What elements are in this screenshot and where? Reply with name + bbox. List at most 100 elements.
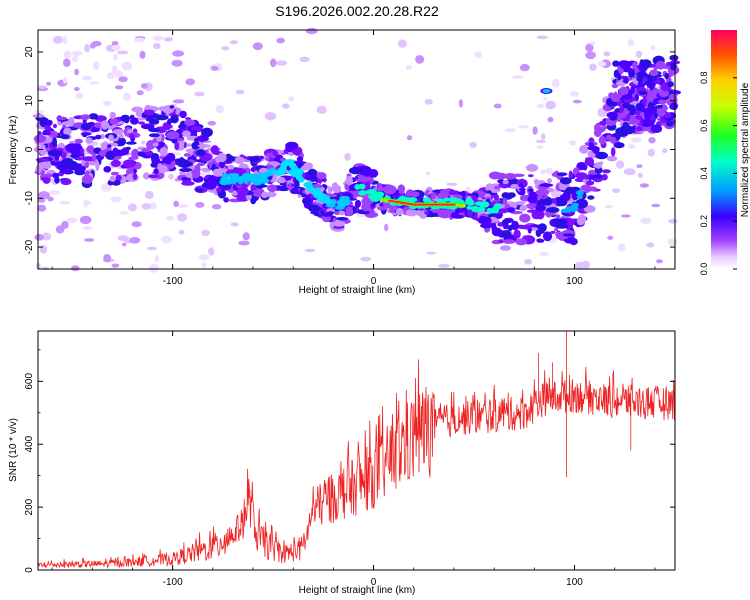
spectrogram-blob bbox=[501, 230, 512, 239]
spectrogram-blob bbox=[77, 157, 83, 161]
spectrogram-blob bbox=[515, 238, 527, 246]
spectrogram-blob bbox=[118, 133, 124, 139]
spectrogram-blob bbox=[556, 198, 568, 207]
spectrogram-blob bbox=[542, 89, 551, 93]
spectrogram-blob bbox=[480, 223, 492, 229]
spectrogram-blob bbox=[216, 187, 222, 193]
spectrogram-blob bbox=[152, 35, 164, 41]
spectrogram-blob bbox=[103, 166, 112, 173]
spectrogram-blob bbox=[655, 105, 664, 109]
spectrogram-blob bbox=[85, 137, 93, 144]
spectrogram-blob bbox=[132, 172, 138, 181]
spectrogram-blob bbox=[47, 196, 54, 202]
spectrogram-blob bbox=[357, 174, 365, 179]
spectrogram-blob bbox=[477, 216, 492, 225]
spectrogram-blob bbox=[111, 263, 120, 268]
spectrogram-blob bbox=[266, 191, 277, 198]
spectrogram-blob bbox=[303, 181, 313, 188]
spectrogram-blob bbox=[178, 124, 186, 130]
spectrogram-blob bbox=[142, 172, 151, 180]
spectrogram-blob bbox=[519, 63, 530, 72]
spectrogram-blob bbox=[131, 148, 140, 159]
spectrogram-blob bbox=[195, 187, 204, 193]
spectrogram-blob bbox=[293, 180, 300, 190]
x-tick-label: -100 bbox=[163, 577, 183, 588]
spectrogram-blob bbox=[312, 172, 317, 182]
spectrogram-blob bbox=[125, 146, 131, 151]
spectrogram-blob bbox=[461, 204, 466, 208]
spectrogram-blob bbox=[498, 239, 504, 244]
spectrogram-blob bbox=[584, 174, 590, 180]
spectrogram-blob bbox=[148, 202, 157, 210]
spectrogram-blob bbox=[196, 135, 209, 142]
spectrogram-blob bbox=[499, 208, 509, 214]
spectrogram-blob bbox=[74, 138, 83, 144]
spectrogram-blob bbox=[117, 50, 129, 55]
spectrogram-blob bbox=[33, 134, 47, 143]
spectrogram-blob bbox=[623, 168, 636, 176]
spectrogram-blob bbox=[597, 61, 607, 67]
spectrogram-blob bbox=[612, 60, 620, 67]
spectrogram-blob bbox=[213, 172, 224, 177]
spectrogram-blob bbox=[156, 164, 168, 174]
spectrogram-blob bbox=[238, 240, 250, 246]
spectrogram-blob bbox=[651, 203, 661, 208]
spectrogram-blob bbox=[458, 99, 463, 108]
spectrogram-blob bbox=[331, 182, 339, 190]
spectrogram-blob bbox=[333, 210, 341, 216]
spectrogram-blob bbox=[119, 211, 129, 215]
spectrogram-blob bbox=[211, 204, 222, 210]
spectrogram-blob bbox=[328, 202, 336, 208]
spectrogram-blob bbox=[536, 145, 544, 149]
spectrogram-blob bbox=[662, 104, 667, 112]
spectrogram-blob bbox=[63, 58, 71, 67]
spectrogram-blob bbox=[307, 203, 317, 212]
spectrogram-blob bbox=[62, 169, 74, 175]
spectrogram-blob bbox=[41, 161, 52, 169]
spectrogram-blob bbox=[539, 251, 549, 256]
spectrogram-blob bbox=[110, 196, 122, 203]
spectrogram-blob bbox=[555, 214, 561, 219]
spectrogram-blob bbox=[88, 113, 99, 120]
spectrogram-blob bbox=[620, 60, 630, 70]
spectrogram-blob bbox=[619, 105, 625, 113]
spectrogram-blob bbox=[657, 108, 664, 117]
spectrogram-blob bbox=[452, 198, 462, 204]
spectrogram-blob bbox=[666, 121, 674, 127]
spectrogram-blob bbox=[153, 168, 159, 175]
spectrogram-blob bbox=[622, 94, 633, 100]
spectrogram-blob bbox=[594, 162, 602, 169]
spectrogram-blob bbox=[91, 40, 102, 47]
spectrogram-blob bbox=[143, 109, 155, 116]
spectrogram-blob bbox=[360, 256, 372, 262]
spectrogram-blob bbox=[112, 147, 119, 157]
spectrogram-blob bbox=[63, 127, 72, 136]
spectrogram-blob bbox=[250, 184, 257, 191]
spectrogram-blob bbox=[34, 234, 44, 241]
spectrogram-blob bbox=[290, 171, 300, 178]
spectrogram-blob bbox=[174, 142, 180, 151]
spectrogram-blob bbox=[532, 126, 538, 135]
spectrogram-blob bbox=[607, 235, 614, 240]
x-tick-label: 0 bbox=[371, 577, 377, 588]
spectrogram-blob bbox=[595, 151, 608, 160]
spectrogram-blob bbox=[168, 173, 174, 180]
spectrogram-blob bbox=[491, 223, 497, 233]
spectrogram-blob bbox=[153, 43, 161, 50]
spectrogram-blob bbox=[107, 144, 112, 149]
spectrogram-blob bbox=[504, 128, 516, 133]
spectrogram-blob bbox=[327, 193, 338, 198]
spectrogram-blob bbox=[334, 206, 345, 210]
spectrogram-blob bbox=[137, 151, 144, 156]
spectrogram-blob bbox=[632, 61, 638, 70]
spectrogram-blob bbox=[576, 217, 585, 226]
spectrogram-blob bbox=[325, 195, 330, 201]
spectrogram-blob bbox=[65, 143, 79, 153]
spectrogram-blob bbox=[397, 39, 407, 48]
spectrogram-blob bbox=[259, 173, 265, 179]
spectrogram-blob bbox=[545, 100, 556, 110]
spectrogram-blob bbox=[252, 157, 258, 163]
spectrogram-blob bbox=[544, 212, 556, 216]
